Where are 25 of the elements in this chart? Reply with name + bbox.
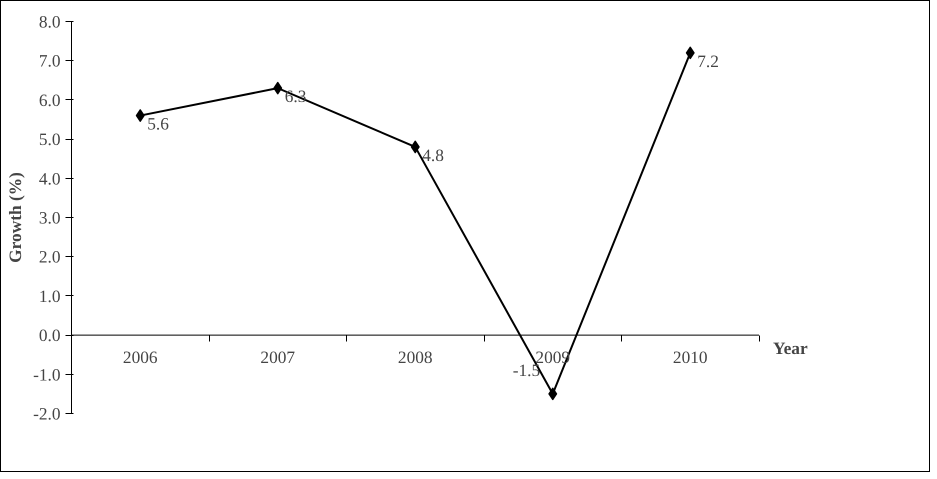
point — [548, 387, 558, 400]
data-label: 7.2 — [697, 52, 719, 71]
y-tick-label: 3.0 — [38, 208, 61, 228]
data-label: 5.6 — [147, 114, 170, 134]
y-tick-label: 1.0 — [38, 286, 61, 306]
y-tick-label: -2.0 — [33, 404, 61, 424]
data-label: 4.8 — [422, 146, 444, 165]
point — [136, 109, 145, 122]
point — [273, 82, 282, 95]
x-tick-label: 2010 — [672, 348, 708, 368]
x-axis-title: Year — [773, 339, 808, 358]
y-tick-label: 4.0 — [38, 169, 61, 188]
y-axis-title: Growth (%) — [6, 172, 26, 263]
y-tick-label: 7.0 — [38, 52, 61, 71]
y-tick-label: 0.0 — [38, 326, 61, 346]
point — [410, 140, 420, 154]
y-tick-label: 8.0 — [38, 12, 61, 32]
x-tick-label: 2008 — [398, 348, 433, 368]
y-tick-label: 5.0 — [38, 130, 61, 150]
point — [686, 46, 695, 60]
y-tick-label: 6.0 — [38, 90, 61, 110]
x-tick-label: 2006 — [122, 348, 158, 368]
y-tick-label: -1.0 — [33, 365, 61, 384]
y-tick-label: 2.0 — [38, 248, 61, 267]
x-tick-label: 2007 — [260, 348, 296, 368]
